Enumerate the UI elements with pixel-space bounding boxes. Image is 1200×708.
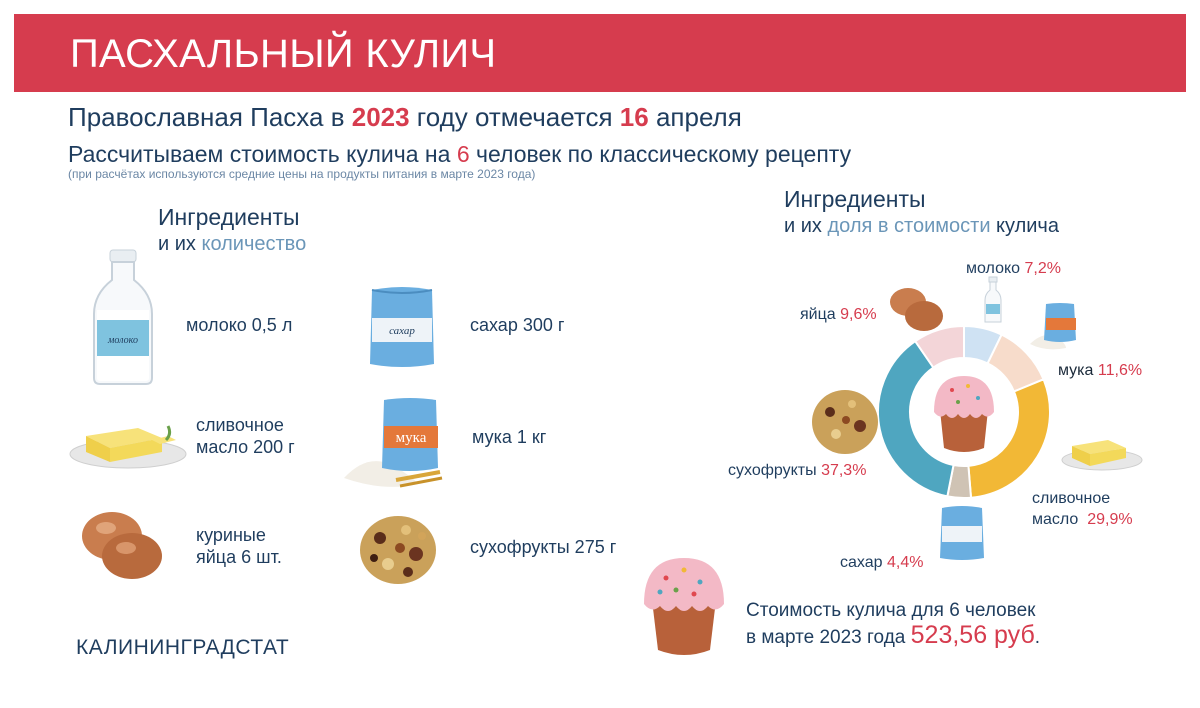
pie-label-flour: мука 11,6%: [1058, 362, 1143, 379]
page-title: ПАСХАЛЬНЫЙ КУЛИЧ: [70, 32, 497, 76]
eggs-icon: [82, 512, 162, 579]
title-banner: ПАСХАЛЬНЫЙ КУЛИЧ: [14, 14, 1186, 92]
cost-share-donut-chart: [877, 324, 1051, 499]
dried-fruits-quantity-label: сухофрукты 275 г: [470, 537, 617, 557]
day-highlight: 16: [619, 102, 649, 132]
eggs-small-icon: [890, 288, 943, 331]
total-cost-text: Стоимость кулича для 6 человек в марте 2…: [746, 600, 1041, 649]
svg-text:сахар: сахар: [389, 325, 415, 337]
price-note: (при расчётах используются средние цены …: [68, 167, 536, 181]
share-heading: Ингредиенты и их доля в стоимости кулича: [784, 186, 1059, 237]
pie-label-sugar: сахар 4,4%: [840, 554, 924, 571]
milk-quantity-label: молоко 0,5 л: [186, 315, 293, 335]
sugar-bag-icon: сахар: [370, 287, 434, 367]
pie-label-milk: молоко 7,2%: [966, 260, 1061, 277]
flour-small-icon: [1030, 303, 1076, 350]
dried-fruits-icon: [360, 516, 436, 584]
sugar-quantity-label: сахар 300 г: [470, 315, 565, 335]
butter-small-icon: [1061, 440, 1143, 471]
donut-slice-4: [877, 339, 955, 498]
year-highlight: 2023: [351, 102, 410, 132]
subtitle-calculation: Рассчитываем стоимость кулича на 6 челов…: [68, 141, 852, 167]
organization-name: КАЛИНИНГРАДСТАТ: [76, 636, 290, 659]
pie-label-dried-fruits: сухофрукты 37,3%: [728, 462, 867, 479]
milk-bottle-icon: молоко: [93, 249, 153, 385]
total-cost-value: 523,56 руб: [910, 621, 1035, 649]
svg-text:мука: мука: [396, 430, 427, 446]
quantity-heading: Ингредиенты и их количество: [158, 204, 307, 255]
people-count: 6: [456, 141, 470, 167]
kulich-large-icon: [644, 558, 724, 655]
flour-bag-icon: мука: [344, 398, 443, 488]
milk-small-icon: [984, 276, 1002, 323]
pie-label-butter: сливочное масло 29,9%: [1032, 490, 1133, 528]
svg-text:молоко: молоко: [107, 335, 138, 346]
kulich-center-icon: [934, 376, 994, 452]
dried-fruits-small-icon: [812, 390, 878, 454]
subtitle-easter-date: Православная Пасха в 2023 году отмечаетс…: [68, 102, 742, 132]
pie-label-eggs: яйца 9,6%: [800, 306, 877, 323]
butter-icon: [69, 425, 187, 469]
sugar-small-icon: [940, 506, 984, 560]
butter-quantity-label: сливочное масло 200 г: [196, 415, 295, 457]
flour-quantity-label: мука 1 кг: [472, 427, 547, 447]
eggs-quantity-label: куриные яйца 6 шт.: [196, 525, 282, 567]
